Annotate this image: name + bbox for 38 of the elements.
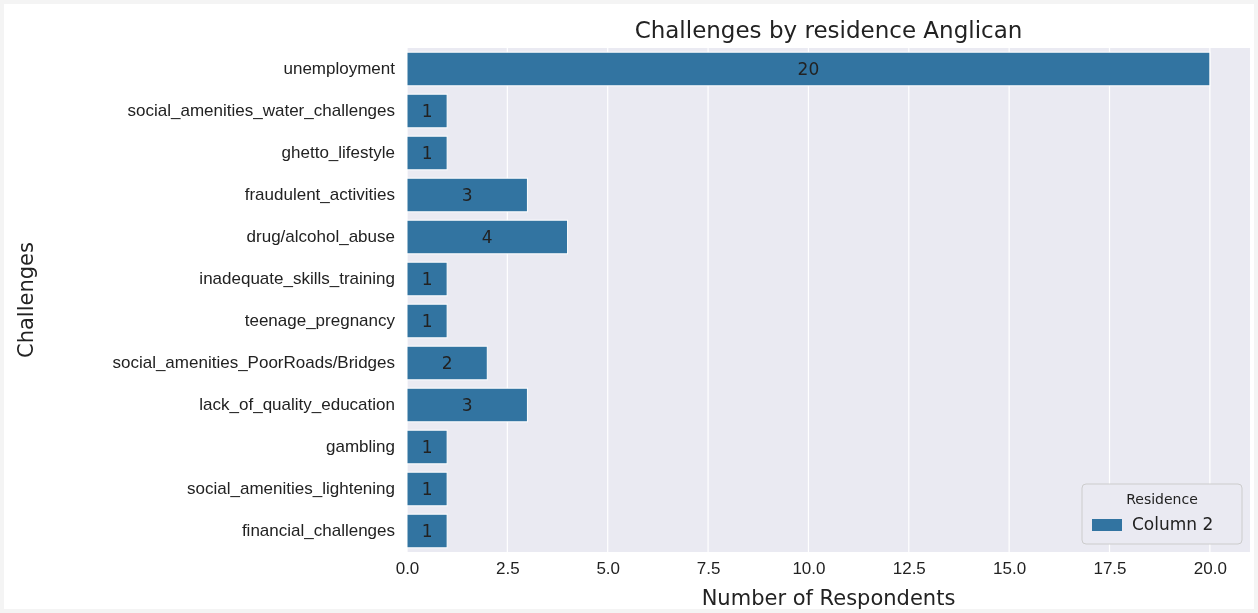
y-tick-label: financial_challenges: [241, 521, 395, 541]
data-label: 1: [421, 142, 433, 163]
y-tick-label: lack_of_quality_education: [199, 395, 395, 415]
data-label: 20: [797, 58, 820, 79]
x-tick-label: 10.0: [792, 559, 826, 579]
data-label: 4: [481, 226, 493, 247]
y-tick-label: unemployment: [283, 59, 396, 79]
data-label: 1: [421, 520, 433, 541]
x-tick-label: 7.5: [696, 559, 721, 579]
y-tick-label: social_amenities_water_challenges: [127, 101, 395, 121]
data-label: 1: [421, 310, 433, 331]
data-label: 2: [441, 352, 453, 373]
data-label: 3: [461, 184, 473, 205]
x-tick-label: 15.0: [993, 559, 1027, 579]
y-tick-label: social_amenities_lightening: [187, 479, 395, 499]
y-tick-label: inadequate_skills_training: [199, 269, 395, 289]
x-tick-label: 20.0: [1193, 559, 1227, 579]
x-tick-label: 17.5: [1093, 559, 1127, 579]
chart-title: Challenges by residence Anglican: [634, 17, 1023, 43]
x-tick-label: 12.5: [892, 559, 926, 579]
data-label: 1: [421, 478, 433, 499]
x-tick-label: 0.0: [395, 559, 420, 579]
data-label: 1: [421, 268, 433, 289]
data-label: 3: [461, 394, 473, 415]
y-axis-title: Challenges: [14, 242, 38, 358]
y-tick-label: gambling: [326, 437, 395, 457]
y-tick-label: fraudulent_activities: [244, 185, 395, 205]
legend-label: Column 2: [1132, 514, 1214, 534]
x-axis-title: Number of Respondents: [701, 586, 956, 610]
legend-title: Residence: [1126, 491, 1198, 507]
x-tick-label: 5.0: [596, 559, 621, 579]
x-tick-label: 2.5: [496, 559, 520, 579]
y-tick-label: teenage_pregnancy: [244, 311, 396, 331]
data-label: 1: [421, 100, 433, 121]
y-tick-label: ghetto_lifestyle: [281, 143, 395, 163]
data-label: 1: [421, 436, 433, 457]
y-tick-label: drug/alcohol_abuse: [246, 227, 395, 247]
y-tick-label: social_amenities_PoorRoads/Bridges: [112, 353, 395, 373]
